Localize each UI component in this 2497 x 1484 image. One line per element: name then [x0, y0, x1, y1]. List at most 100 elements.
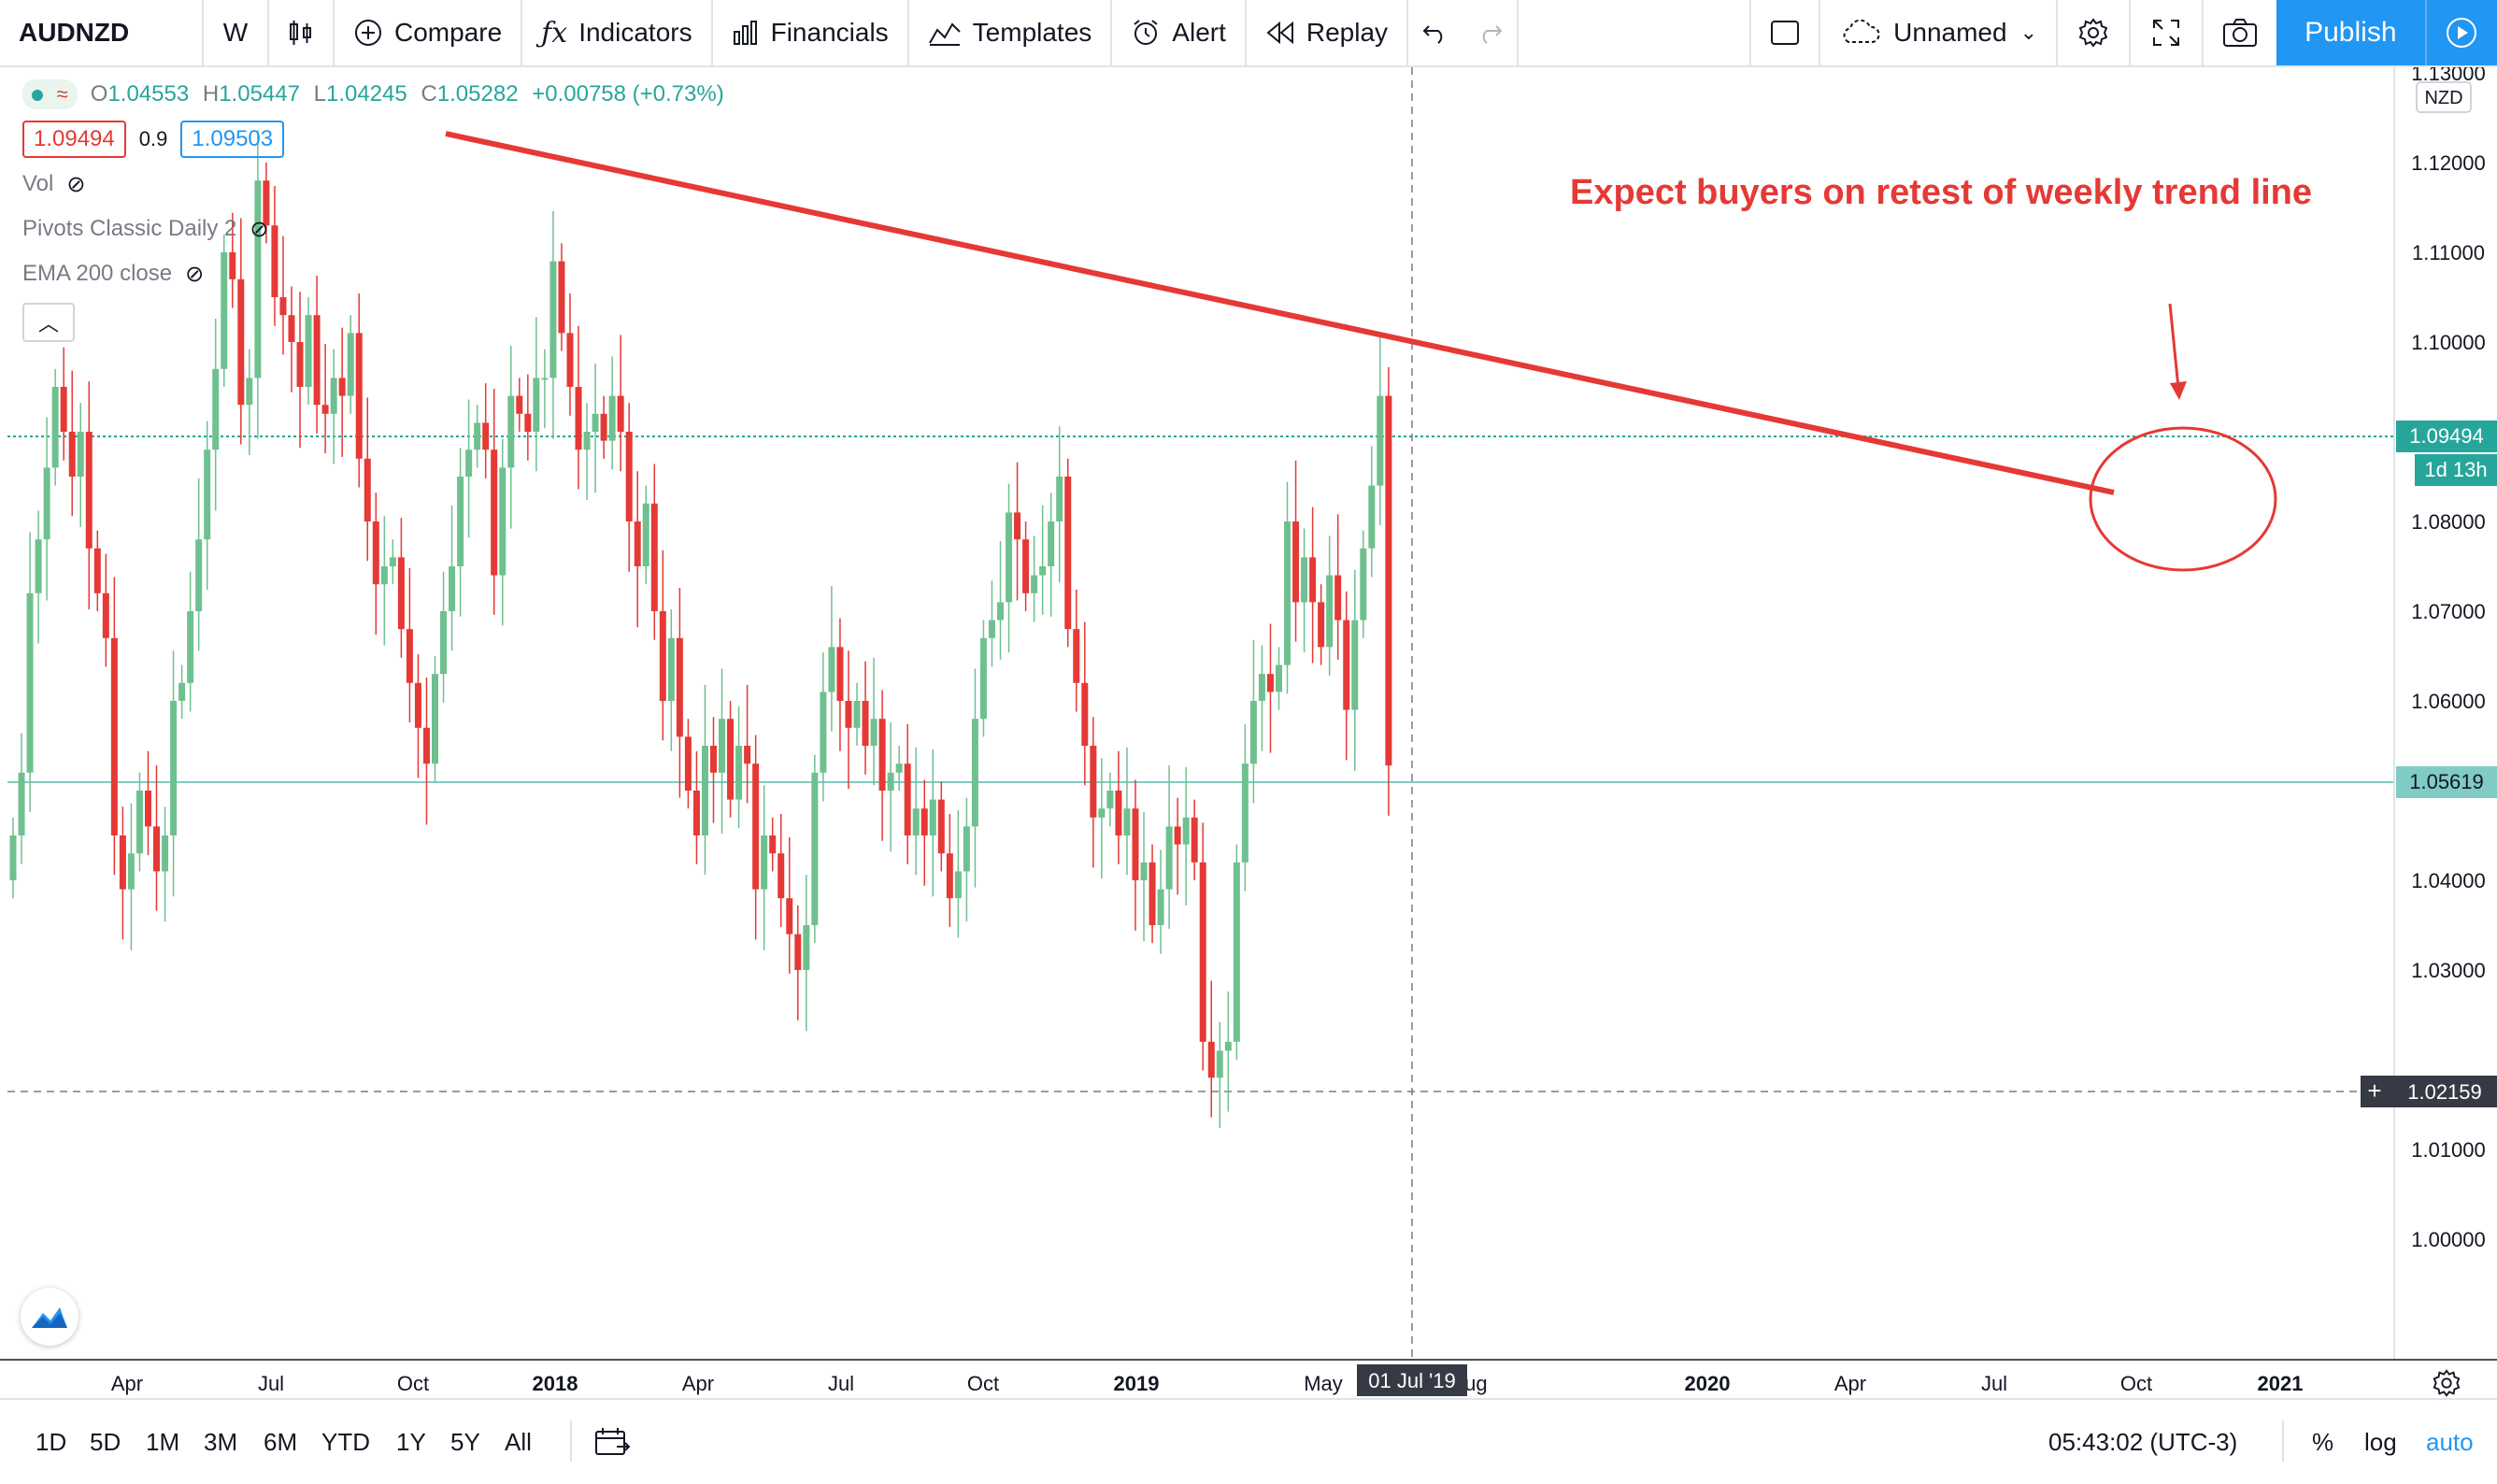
trend-line[interactable] — [445, 131, 2115, 495]
sell-price-button[interactable]: 1.09494 — [22, 121, 126, 158]
time-tick-label: Apr — [1834, 1372, 1866, 1395]
financials-button[interactable]: Financials — [713, 0, 909, 65]
fullscreen-button[interactable] — [2131, 0, 2204, 65]
tradingview-logo[interactable] — [21, 1288, 78, 1346]
arrow-line[interactable] — [2168, 303, 2180, 389]
candle-body — [1073, 629, 1080, 683]
indicator-label: Vol — [22, 171, 54, 196]
candle-body — [1385, 395, 1392, 766]
range-3m-button[interactable]: 3M — [204, 1428, 238, 1456]
percent-scale-toggle[interactable]: % — [2312, 1428, 2334, 1456]
candle-body — [811, 772, 819, 925]
snapshot-button[interactable] — [2204, 0, 2276, 65]
candle-body — [144, 791, 151, 827]
range-ytd-button[interactable]: YTD — [321, 1428, 370, 1456]
replay-button[interactable]: Replay — [1247, 0, 1409, 65]
financials-label: Financials — [770, 18, 889, 47]
indicator-row-vol[interactable]: Vol ⊘ — [22, 168, 724, 200]
eye-crossed-icon[interactable]: ⊘ — [250, 216, 269, 242]
candle-body — [946, 853, 953, 899]
candle-body — [642, 503, 649, 566]
candle-body — [735, 746, 743, 800]
candle-body — [719, 719, 726, 773]
settings-button[interactable] — [2058, 0, 2131, 65]
candle-body — [51, 387, 59, 468]
eye-crossed-icon[interactable]: ⊘ — [66, 171, 86, 197]
price-tick-label: 1.08000 — [2411, 510, 2486, 534]
crosshair-time-label: 01 Jul '19 — [1368, 1369, 1456, 1392]
layout-menu-button[interactable]: Unnamed ⌄ — [1820, 0, 2058, 65]
indicator-label: Pivots Classic Daily 2 — [22, 216, 237, 241]
redo-button[interactable] — [1463, 0, 1520, 65]
compare-button[interactable]: Compare — [335, 0, 523, 65]
candle-body — [313, 315, 321, 406]
alert-button[interactable]: Alert — [1112, 0, 1247, 65]
candle-body — [692, 791, 700, 835]
candle-body — [440, 611, 448, 675]
candle-body — [254, 180, 262, 378]
candle-body — [954, 871, 962, 899]
annotation-text[interactable]: Expect buyers on retest of weekly trend … — [1570, 173, 2312, 212]
auto-scale-toggle[interactable]: auto — [2426, 1428, 2474, 1456]
candle-body — [1258, 674, 1265, 701]
price-axis[interactable]: 1.13000 1.12000 1.11000 1.10000 1.08000 1.070… — [2411, 67, 2486, 1251]
candle-body — [929, 799, 936, 835]
publish-button[interactable]: Publish — [2276, 0, 2497, 65]
candle-body — [178, 682, 186, 701]
indicator-row-pivots[interactable]: Pivots Classic Daily 2 ⊘ — [22, 213, 724, 245]
spread-value: 0.9 — [138, 127, 168, 150]
candle-body — [380, 566, 388, 585]
range-1y-button[interactable]: 1Y — [396, 1428, 426, 1456]
range-6m-button[interactable]: 6M — [264, 1428, 298, 1456]
candle-body — [110, 637, 118, 835]
buy-price-button[interactable]: 1.09503 — [180, 121, 285, 158]
candle-body — [1199, 862, 1206, 1042]
candle-body — [845, 701, 852, 728]
price-tick-label: 1.10000 — [2411, 331, 2486, 354]
crosshair-plus-icon[interactable]: + — [2367, 1077, 2381, 1105]
time-tick-label: 2019 — [1114, 1372, 1160, 1395]
eye-crossed-icon[interactable]: ⊘ — [185, 261, 205, 287]
candle-body — [744, 746, 751, 764]
clock-label[interactable]: 05:43:02 (UTC-3) — [2048, 1428, 2238, 1456]
undo-button[interactable] — [1408, 0, 1463, 65]
fullscreen-toggle-button[interactable] — [1749, 0, 1821, 65]
candle-body — [1301, 557, 1308, 603]
range-5y-button[interactable]: 5Y — [450, 1428, 480, 1456]
low-value: 1.04245 — [326, 81, 407, 107]
time-tick-label: Oct — [967, 1372, 999, 1395]
range-5d-button[interactable]: 5D — [90, 1428, 121, 1456]
candle-body — [727, 719, 735, 800]
chart-style-button[interactable] — [269, 0, 335, 65]
alarm-clock-icon — [1134, 20, 1158, 45]
log-scale-toggle[interactable]: log — [2364, 1428, 2397, 1456]
chart-canvas[interactable]: Expect buyers on retest of weekly trend … — [0, 67, 2497, 1398]
indicator-row-ema[interactable]: EMA 200 close ⊘ — [22, 258, 724, 290]
candles-series — [9, 130, 1392, 1128]
currency-badge — [2416, 81, 2472, 113]
candle-body — [237, 278, 245, 406]
function-icon: ƒx — [541, 16, 568, 50]
calendar-range-icon[interactable] — [594, 1426, 632, 1458]
ohlc-row: ≈ O1.04553 H1.05447 L1.04245 C1.05282 +0… — [22, 78, 724, 110]
templates-button[interactable]: Templates — [909, 0, 1113, 65]
range-1d-button[interactable]: 1D — [36, 1428, 67, 1456]
time-axis[interactable]: Apr Jul Oct 2018 Apr Jul Oct 2019 May Aug 2020 Apr J… — [111, 1372, 2304, 1395]
range-all-button[interactable]: All — [505, 1428, 532, 1456]
collapse-legend-button[interactable]: ︿ — [22, 303, 75, 342]
candle-body — [963, 826, 970, 872]
candle-body — [170, 701, 178, 835]
last-price-label: 1.09494 — [2409, 424, 2484, 448]
bar-chart-icon — [733, 21, 757, 45]
interval-button[interactable]: W — [204, 0, 269, 65]
candle-body — [389, 557, 396, 566]
arrow-head — [2170, 381, 2187, 400]
chart-settings-button[interactable] — [2433, 1369, 2461, 1397]
indicators-button[interactable]: ƒx Indicators — [522, 0, 713, 65]
target-ellipse[interactable] — [2089, 426, 2277, 572]
time-tick-label: May — [1304, 1372, 1343, 1395]
range-1m-button[interactable]: 1M — [146, 1428, 180, 1456]
symbol-search-button[interactable]: AUDNZD — [0, 0, 204, 65]
play-icon[interactable] — [2424, 0, 2497, 65]
candle-body — [625, 432, 633, 521]
